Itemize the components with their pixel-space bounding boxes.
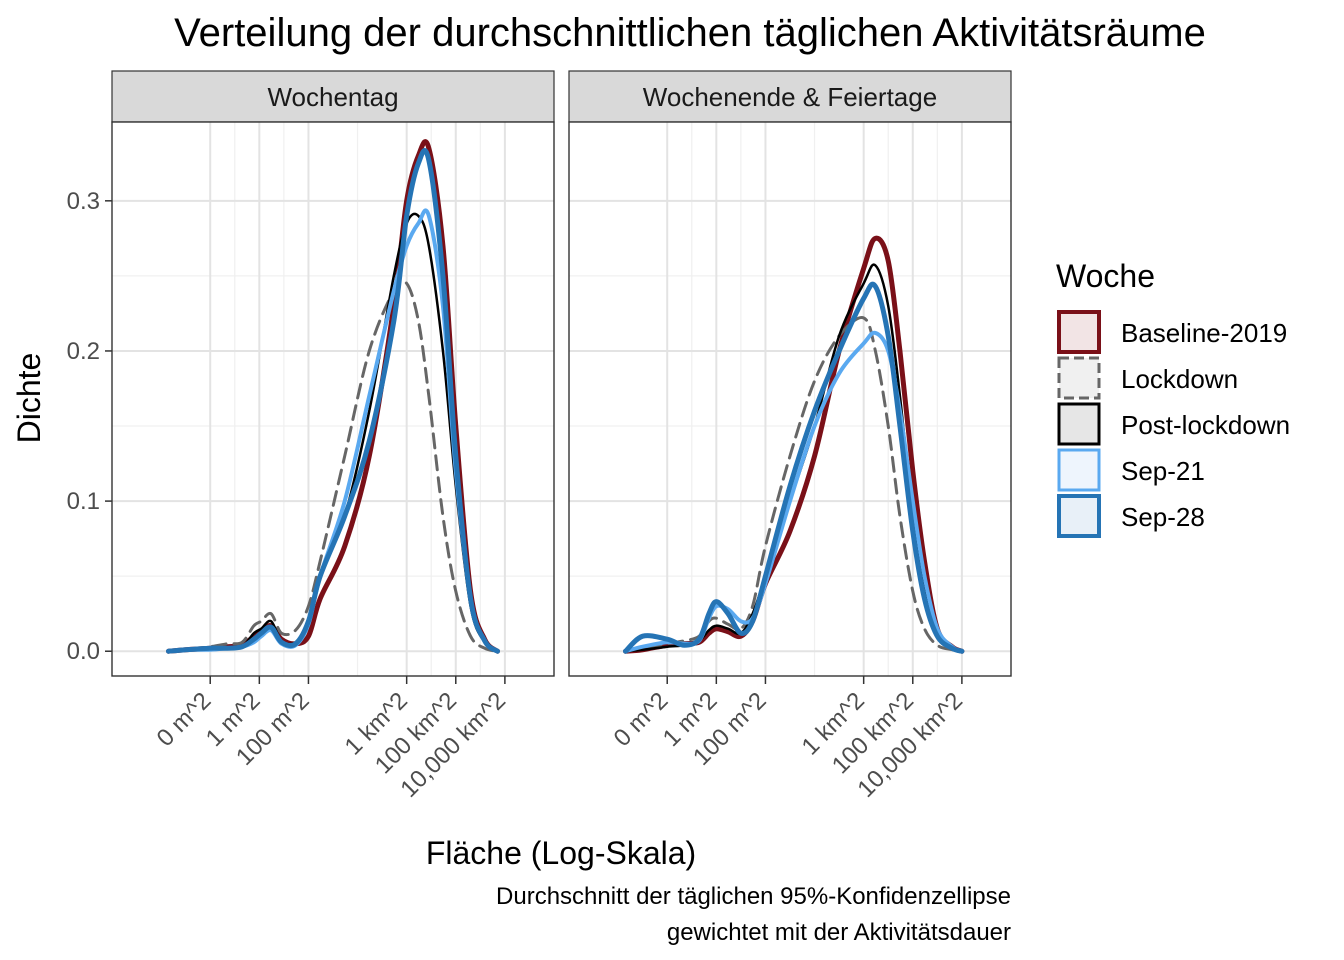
legend-item-baseline-2019: Baseline-2019: [1057, 310, 1287, 354]
legend-key: [1057, 356, 1101, 400]
y-tick-label: 0.1: [67, 488, 100, 515]
x-tick-label: 0 m^2: [609, 687, 674, 752]
legend-item-sep-28: Sep-28: [1057, 494, 1205, 538]
facet-strip: [568, 70, 1012, 123]
legend-key: [1057, 310, 1101, 354]
y-tick-label: 0.0: [67, 638, 100, 665]
legend-key: [1057, 448, 1101, 492]
series-line-lockdown: [624, 316, 964, 653]
facet-strip-label: Wochentag: [267, 82, 398, 112]
y-tick-label: 0.2: [67, 338, 100, 365]
plot-background: [112, 122, 554, 676]
y-tick-label: 0.3: [67, 188, 100, 215]
legend-label: Sep-28: [1121, 502, 1205, 532]
legend-label: Sep-21: [1121, 456, 1205, 486]
facet-strip: [111, 70, 555, 123]
panel-border: [111, 121, 555, 677]
legend-item-lockdown: Lockdown: [1057, 356, 1238, 400]
legend-title: Woche: [1056, 258, 1155, 294]
legend-item-sep-21: Sep-21: [1057, 448, 1205, 492]
y-axis-title: Dichte: [11, 353, 47, 444]
facet-strip-label: Wochenende & Feiertage: [643, 82, 937, 112]
caption-line-1: Durchschnitt der täglichen 95%-Konfidenz…: [496, 883, 1011, 910]
panel-border: [568, 121, 1012, 677]
legend-label: Lockdown: [1121, 364, 1238, 394]
legend-label: Baseline-2019: [1121, 318, 1287, 348]
legend: Woche Baseline-2019 Lockdown Post-lockdown…: [1056, 258, 1290, 538]
chart-title: Verteilung der durchschnittlichen täglic…: [174, 11, 1206, 55]
legend-label: Post-lockdown: [1121, 410, 1290, 440]
series-line-sep-28: [623, 281, 965, 654]
series-line-sep-28: [166, 148, 500, 654]
plot-background: [569, 122, 1011, 676]
x-tick-label: 0 m^2: [152, 687, 217, 752]
series-line-lockdown: [167, 279, 499, 653]
legend-key: [1057, 494, 1101, 538]
caption-line-2: gewichtet mit der Aktivitätsdauer: [667, 919, 1011, 946]
x-axis-title: Fläche (Log-Skala): [426, 835, 696, 871]
legend-item-post-lockdown: Post-lockdown: [1057, 402, 1290, 446]
legend-key: [1057, 402, 1101, 446]
